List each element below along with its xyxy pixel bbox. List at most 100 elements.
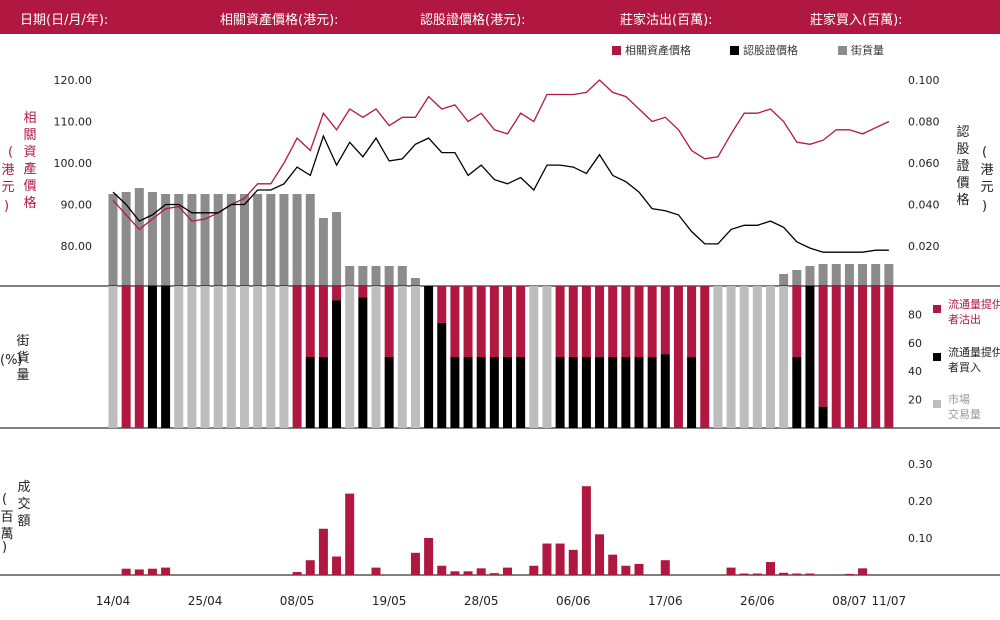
left-axis-title: 價 [23,179,36,194]
market-volume-bar [752,286,762,428]
mm-buy-bar [463,357,473,428]
mm-buy-bar [358,297,368,428]
x-axis-tick-label: 17/06 [648,594,683,608]
volume-axis-title: 成 [17,480,30,495]
market-volume-bar [240,286,249,428]
left-axis-tick-label: 90.00 [61,199,93,212]
pct-axis-title: 街 [16,334,29,349]
right-axis-unit-paren: ) [982,199,987,214]
turnover-bar [147,568,157,575]
mm-buy-bar [568,357,578,428]
street-volume-bar [187,194,197,286]
market-volume-bar [739,286,749,428]
x-axis-tick-label: 08/07 [832,594,867,608]
market-volume-bar [371,286,381,428]
right-axis-title: 價 [956,176,969,191]
right-axis-title: 證 [956,158,969,174]
legend-street-label: 街貨量 [851,43,884,57]
right-axis-unit-paren: ( [982,145,987,160]
mm-sell-bar [489,286,499,357]
mm-buy-bar [792,357,802,428]
turnover-bar [121,568,131,575]
turnover-bar [332,556,342,575]
turnover-bar [766,562,775,575]
mm-sell-bar [463,286,473,357]
x-axis-tick-label: 06/06 [556,594,591,608]
street-volume-bar [161,194,171,286]
turnover-bar [371,567,381,575]
x-axis-tick-label: 19/05 [372,594,407,608]
street-volume-bar [871,264,881,286]
market-volume-bar [713,286,723,428]
mm-buy-bar [450,357,460,428]
market-volume-bar [213,286,223,428]
mm-sell-bar [673,286,683,428]
volume-axis-unit-paren: ( [2,492,7,507]
street-volume-bar [831,264,841,286]
mm-buy-bar [805,286,815,428]
combined-chart: 相關資產價格 認股證價格 街貨量80.0090.00100.00110.00120.… [0,43,1000,608]
street-volume-bar [108,194,118,286]
mm-sell-bar [476,286,486,357]
turnover-bar [134,569,144,575]
turnover-bar [424,538,434,575]
street-volume-bar [332,212,342,286]
turnover-bar [608,554,618,575]
street-volume-bar [253,194,263,286]
volume-axis-unit-paren: ) [2,540,7,555]
volume-axis-title: 交 [17,496,30,512]
market-volume-bar [542,286,552,428]
warrant-price-line [112,134,889,253]
street-volume-bar [134,188,144,286]
turnover-bar [489,573,499,575]
mm-sell-label: 莊家沽出(百萬): [620,13,713,28]
right-axis-tick-label: 0.060 [908,157,940,170]
mm-buy-bar [634,357,644,428]
street-volume-bar [226,194,236,286]
street-volume-bar [318,218,328,286]
turnover-bar [463,571,473,575]
warrant-price-label: 認股證價格(港元): [420,13,526,28]
mm-sell-bar [384,286,394,357]
pct-axis-tick-label: 20 [908,394,922,407]
mm-buy-bar [687,357,697,428]
mm-buy-bar [555,357,565,428]
street-volume-bar [792,270,802,286]
left-axis-tick-label: 110.00 [54,116,93,129]
street-volume-bar [147,192,157,286]
street-volume-bar [371,266,381,286]
street-volume-bar [397,266,407,286]
mm-sell-bar [516,286,526,357]
mm-buy-bar [595,357,605,428]
left-axis-title: 資 [23,145,36,160]
volume-axis-tick-label: 0.30 [908,458,933,471]
right-axis-title: 格 [956,192,969,208]
street-volume-bar [240,194,249,286]
left-axis-tick-label: 120.00 [54,74,93,87]
underlying-price-line [112,79,890,231]
turnover-bar [726,567,736,575]
legend-mm-sell-swatch [933,305,941,313]
left-axis-title: 產 [23,161,36,177]
street-volume-bar [844,264,854,286]
street-volume-bar [305,194,315,286]
turnover-bar [581,486,591,575]
street-volume-bar [174,194,184,286]
left-axis-tick-label: 80.00 [61,240,93,253]
street-volume-bar [121,192,131,286]
market-volume-bar [779,286,789,428]
mm-sell-bar [568,286,578,357]
legend-mm-sell-label: 者沽出 [948,312,981,326]
market-volume-bar [226,286,236,428]
street-volume-bar [884,264,894,286]
street-volume-bar [358,266,368,286]
mm-sell-bar [305,286,315,357]
right-axis-tick-label: 0.100 [908,74,940,87]
x-axis-tick-label: 28/05 [464,594,499,608]
street-volume-bar [279,194,289,286]
market-volume-bar [529,286,539,428]
turnover-bar [318,528,328,575]
legend-mm-buy-swatch [933,353,941,361]
left-axis-unit-paren: ( [8,145,13,160]
